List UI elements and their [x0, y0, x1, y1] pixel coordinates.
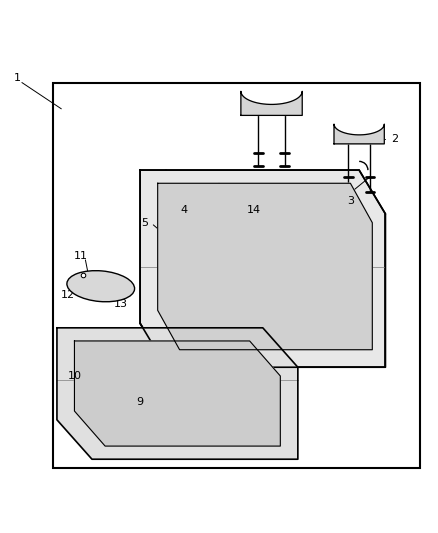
Text: 14: 14: [247, 205, 261, 215]
Text: 10: 10: [67, 371, 81, 381]
Polygon shape: [74, 341, 280, 446]
Text: 13: 13: [113, 298, 127, 309]
Text: 5: 5: [141, 217, 148, 228]
Text: 12: 12: [61, 290, 75, 300]
Polygon shape: [57, 328, 298, 459]
Ellipse shape: [67, 271, 134, 302]
FancyBboxPatch shape: [53, 83, 420, 468]
Text: 11: 11: [74, 251, 88, 261]
Text: 4: 4: [180, 205, 187, 215]
Polygon shape: [334, 124, 384, 144]
Text: 2: 2: [391, 134, 398, 144]
Text: 9: 9: [137, 397, 144, 407]
Polygon shape: [241, 91, 302, 115]
Text: 3: 3: [347, 196, 354, 206]
Polygon shape: [140, 170, 385, 367]
Polygon shape: [158, 183, 372, 350]
Text: 1: 1: [14, 73, 21, 83]
